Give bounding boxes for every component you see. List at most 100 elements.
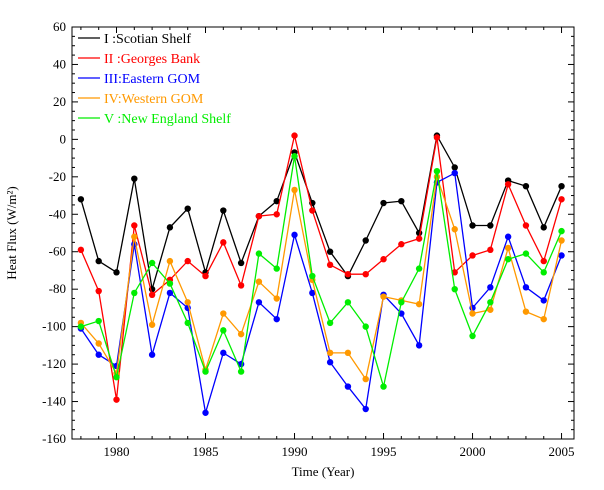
series-2 bbox=[77, 132, 565, 403]
data-point bbox=[398, 241, 405, 248]
data-point bbox=[487, 246, 494, 254]
legend-label: V :New England Shelf bbox=[104, 112, 231, 127]
data-point bbox=[522, 250, 530, 257]
x-tick-label: 2005 bbox=[549, 444, 575, 459]
data-point bbox=[148, 259, 156, 267]
data-point bbox=[77, 246, 85, 254]
data-point bbox=[326, 261, 334, 269]
data-point bbox=[95, 317, 102, 325]
data-point bbox=[237, 368, 245, 375]
data-point bbox=[220, 239, 227, 246]
data-point bbox=[398, 299, 405, 306]
data-point bbox=[433, 134, 441, 141]
data-point bbox=[291, 231, 298, 239]
data-point bbox=[558, 196, 565, 203]
data-point bbox=[291, 186, 298, 194]
data-point bbox=[451, 226, 458, 233]
data-point bbox=[380, 383, 387, 390]
series-line bbox=[80, 156, 563, 387]
data-point bbox=[415, 235, 423, 242]
data-point bbox=[95, 351, 102, 358]
data-point bbox=[95, 287, 102, 295]
data-point bbox=[522, 222, 530, 229]
data-point bbox=[77, 323, 85, 330]
data-point bbox=[504, 256, 512, 263]
data-point bbox=[540, 297, 547, 304]
data-point bbox=[113, 374, 120, 381]
data-point bbox=[558, 227, 565, 235]
data-point bbox=[131, 222, 138, 229]
x-tick-label: 2000 bbox=[460, 444, 486, 459]
data-point bbox=[237, 330, 245, 338]
x-tick-label: 1995 bbox=[371, 444, 397, 459]
data-point bbox=[326, 248, 334, 255]
data-point bbox=[469, 222, 476, 229]
data-point bbox=[273, 295, 280, 302]
y-tick-label: -60 bbox=[49, 244, 66, 259]
data-point bbox=[131, 175, 138, 182]
data-point bbox=[202, 409, 209, 416]
data-point bbox=[255, 212, 263, 220]
data-point bbox=[487, 299, 494, 306]
series-layer bbox=[77, 132, 565, 416]
y-axis: -160 -140 -120 -100 -80 -60 -40 -20 0 20 40 60 bbox=[42, 19, 574, 446]
data-point bbox=[309, 272, 316, 280]
data-point bbox=[487, 222, 494, 229]
data-point bbox=[469, 332, 476, 340]
data-point bbox=[184, 299, 191, 306]
data-point bbox=[380, 293, 387, 300]
data-point bbox=[433, 168, 441, 175]
data-point bbox=[166, 257, 174, 265]
data-point bbox=[131, 289, 138, 297]
data-point bbox=[344, 349, 352, 357]
y-tick-label: -120 bbox=[42, 356, 66, 371]
x-tick-label: 1985 bbox=[193, 444, 219, 459]
y-axis-title: Heat Flux (W/m²) bbox=[4, 186, 19, 279]
x-axis-title: Time (Year) bbox=[292, 464, 355, 479]
y-tick-label: 40 bbox=[53, 56, 66, 71]
series-line bbox=[80, 135, 563, 400]
data-point bbox=[344, 299, 352, 306]
data-point bbox=[362, 323, 369, 330]
data-point bbox=[255, 250, 263, 257]
data-point bbox=[255, 299, 263, 306]
data-point bbox=[362, 237, 369, 244]
data-point bbox=[380, 199, 387, 207]
data-point bbox=[202, 368, 209, 375]
data-point bbox=[184, 319, 191, 327]
y-tick-label: -20 bbox=[49, 169, 66, 184]
data-point bbox=[148, 321, 156, 328]
data-point bbox=[166, 289, 174, 297]
data-point bbox=[148, 351, 156, 358]
data-point bbox=[273, 211, 280, 218]
data-point bbox=[504, 181, 512, 188]
data-point bbox=[148, 291, 156, 298]
data-point bbox=[540, 315, 547, 323]
y-tick-label: -140 bbox=[42, 394, 66, 409]
y-tick-label: -160 bbox=[42, 431, 66, 446]
data-point bbox=[273, 197, 280, 205]
data-point bbox=[487, 306, 494, 313]
data-point bbox=[451, 285, 458, 293]
legend-label: III:Eastern GOM bbox=[104, 72, 201, 87]
data-point bbox=[184, 205, 191, 212]
y-tick-label: -40 bbox=[49, 206, 66, 221]
data-point bbox=[237, 282, 245, 289]
x-tick-label: 1990 bbox=[282, 444, 308, 459]
data-point bbox=[540, 224, 547, 231]
data-point bbox=[362, 271, 369, 278]
data-point bbox=[77, 196, 85, 203]
data-point bbox=[291, 132, 298, 139]
data-point bbox=[95, 257, 102, 265]
series-line bbox=[80, 133, 563, 290]
data-point bbox=[504, 244, 512, 252]
data-point bbox=[558, 252, 565, 259]
data-point bbox=[522, 308, 530, 315]
data-point bbox=[504, 233, 512, 240]
data-point bbox=[166, 224, 174, 231]
data-point bbox=[451, 169, 458, 177]
data-point bbox=[415, 300, 423, 308]
y-tick-label: -80 bbox=[49, 281, 66, 296]
data-point bbox=[220, 207, 227, 214]
